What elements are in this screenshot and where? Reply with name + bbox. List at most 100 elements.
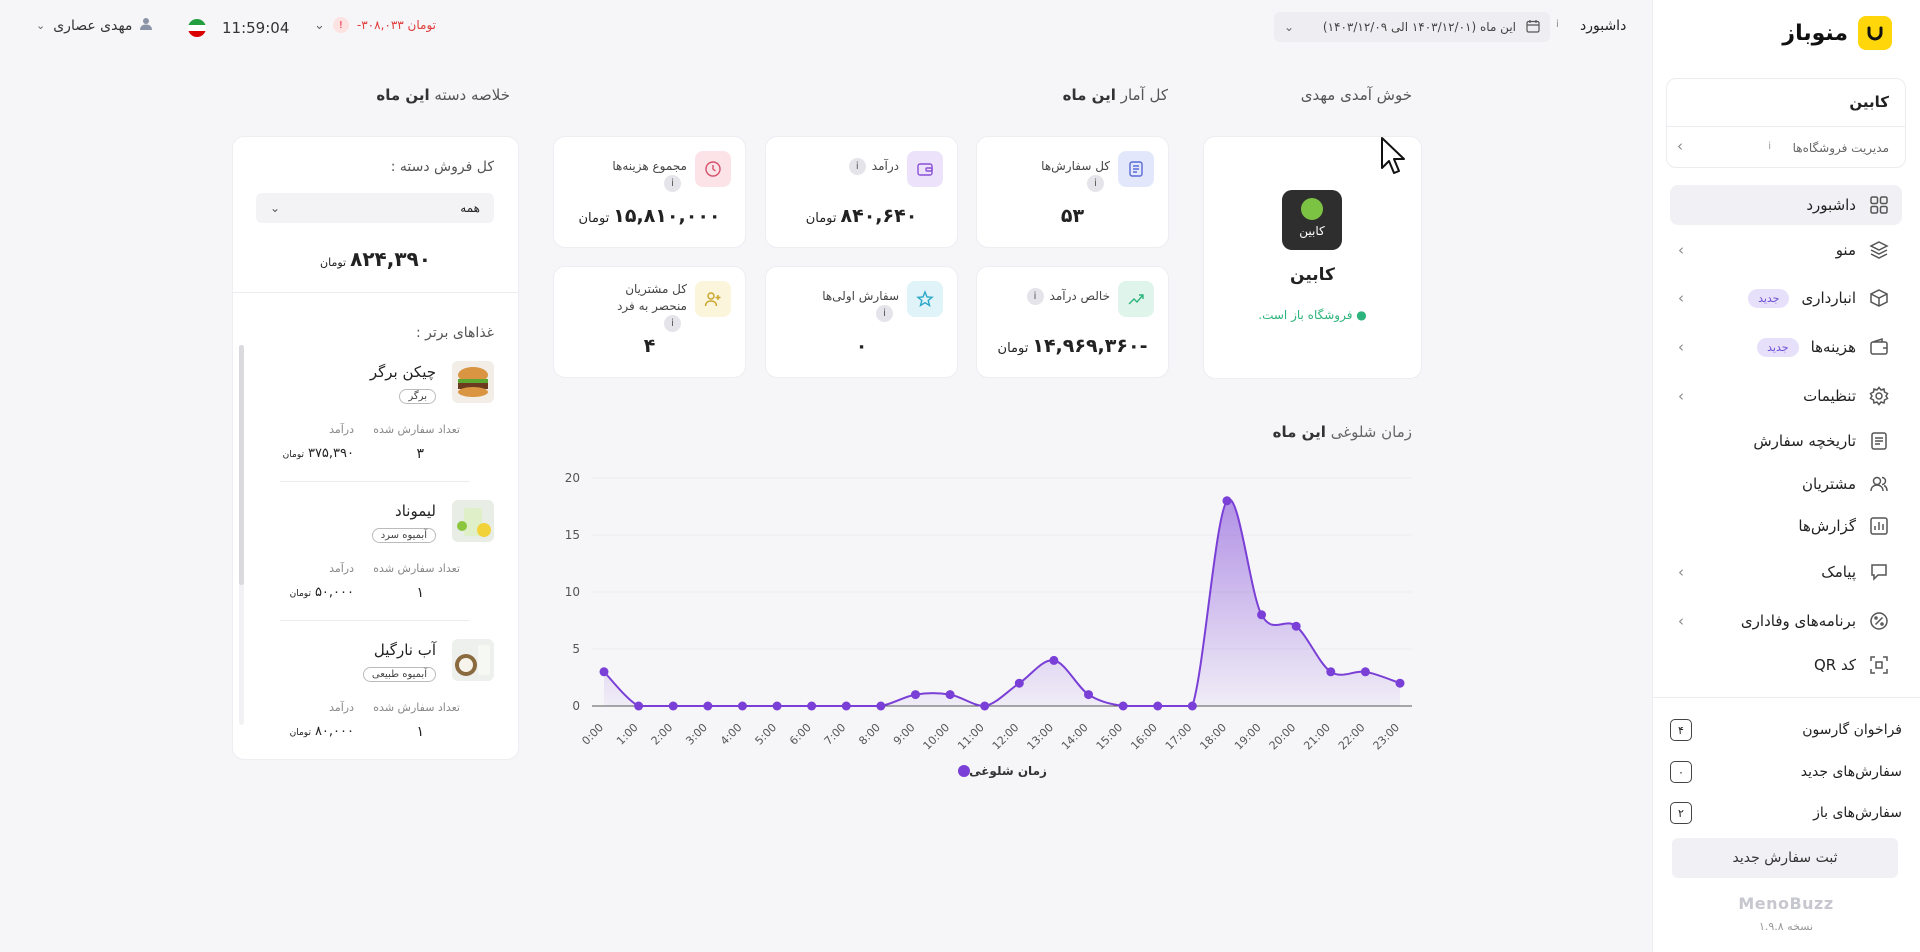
data-point — [807, 701, 817, 711]
revenue-label: درآمد — [329, 701, 354, 714]
sidebar-item-loyalty[interactable]: برنامه‌های وفاداری › — [1670, 601, 1902, 641]
stat-card-net-income: خالص درآمدi -۱۴,۹۶۹,۳۶۰تومان — [976, 266, 1169, 378]
stat-label: کل مشتریان منحصر به فردi — [597, 281, 687, 332]
user-menu[interactable]: ⌄ مهدی عصاری — [36, 17, 153, 34]
sidebar-item-label: تنظیمات — [1803, 387, 1856, 405]
x-tick-label: 10:00 — [921, 721, 953, 753]
food-item[interactable]: چیکن برگر برگر تعداد سفارش شده درآمد ۳ ۳… — [256, 361, 494, 491]
sidebar-item-inventory[interactable]: انبارداری جدید › — [1670, 278, 1902, 318]
user-add-icon — [695, 281, 731, 317]
wallet-icon — [907, 151, 943, 187]
date-range-picker[interactable]: این ماه (۱۴۰۳/۱۲/۰۱ الی ۱۴۰۳/۱۲/۰۹) ⌄ — [1274, 12, 1550, 42]
store-logo: کابین — [1282, 190, 1342, 250]
top-foods-label: غذاهای برتر : — [415, 325, 494, 341]
x-tick-label: 9:00 — [891, 721, 918, 748]
divider — [233, 292, 518, 293]
scrollbar-thumb[interactable] — [239, 345, 244, 585]
chevron-left-icon: › — [1678, 612, 1684, 630]
food-revenue: ۸۰,۰۰۰تومان — [289, 724, 354, 739]
open-orders-label: سفارش‌های باز — [1813, 805, 1902, 821]
chevron-left-icon: › — [1678, 563, 1684, 581]
topbar: ⌄ مهدی عصاری 11:59:04 ⌄ ! -۳۰۸,۰۳۳ تومان… — [0, 0, 1652, 56]
sidebar-item-expenses[interactable]: هزینه‌ها جدید › — [1670, 327, 1902, 367]
revenue-label: درآمد — [329, 423, 354, 436]
data-point — [1014, 678, 1024, 688]
dashboard-icon — [1868, 194, 1890, 216]
brand[interactable]: منوباز — [1782, 14, 1892, 52]
date-range-text: این ماه (۱۴۰۳/۱۲/۰۱ الی ۱۴۰۳/۱۲/۰۹) — [1322, 20, 1516, 34]
new-orders-row[interactable]: سفارش‌های جدید ۰ — [1670, 756, 1902, 788]
chevron-down-icon: ⌄ — [1284, 20, 1295, 34]
open-orders-row[interactable]: سفارش‌های باز ۲ — [1670, 797, 1902, 829]
report-icon — [1868, 515, 1890, 537]
sidebar-item-reports[interactable]: گزارش‌ها — [1670, 506, 1902, 546]
x-tick-label: 2:00 — [649, 721, 676, 748]
stats-heading: کل آمار این ماه — [1000, 86, 1168, 104]
x-tick-label: 17:00 — [1163, 721, 1195, 753]
leaf-icon — [1301, 198, 1323, 220]
y-tick-label: 15 — [565, 528, 580, 542]
stat-card-total-orders: کل سفارش‌هاi ۵۳ — [976, 136, 1169, 248]
food-name: چیکن برگر — [369, 363, 436, 381]
x-tick-label: 16:00 — [1128, 721, 1160, 753]
x-tick-label: 18:00 — [1197, 721, 1229, 753]
new-badge: جدید — [1748, 288, 1790, 308]
category-total-label: کل فروش دسته : — [390, 159, 494, 175]
chevron-left-icon: › — [1678, 289, 1684, 307]
user-name: مهدی عصاری — [53, 17, 133, 34]
info-icon[interactable]: i — [664, 175, 681, 192]
data-point — [1153, 701, 1163, 711]
burger-image — [452, 361, 494, 403]
store-switcher[interactable]: کابین مدیریت فروشگاه‌ها i › — [1666, 78, 1906, 168]
ordered-count: ۱ — [416, 724, 424, 740]
x-tick-label: 12:00 — [990, 721, 1022, 753]
food-item[interactable]: لیموناد آبمیوه سرد تعداد سفارش شده درآمد… — [256, 500, 494, 630]
sidebar-item-order-history[interactable]: تاریخچه سفارش — [1670, 421, 1902, 461]
chevron-left-icon: › — [1678, 387, 1684, 405]
data-point — [1049, 655, 1059, 665]
balance-dropdown[interactable]: ⌄ ! -۳۰۸,۰۳۳ تومان — [314, 17, 436, 33]
info-icon[interactable]: i — [848, 158, 866, 175]
iran-flag-icon — [188, 19, 206, 37]
data-point — [1084, 690, 1094, 700]
busy-hours-chart: 0 5 10 15 20 0:00 1:00 2:00 3:00 4:00 5:00 6:00 7:00… — [565, 471, 1412, 779]
new-order-button[interactable]: ثبت سفارش جدید — [1672, 838, 1898, 878]
chevron-down-icon: ⌄ — [36, 19, 46, 32]
data-point — [910, 690, 920, 700]
stat-label: مجموع هزینه‌هاi — [597, 158, 687, 192]
sidebar-item-menu[interactable]: منو › — [1670, 230, 1902, 270]
data-point — [634, 701, 644, 711]
chevron-left-icon: › — [1678, 241, 1684, 259]
sidebar-item-sms[interactable]: پیامک › — [1670, 552, 1902, 592]
food-revenue: ۳۷۵,۳۹۰تومان — [282, 446, 354, 461]
info-icon[interactable]: i — [876, 305, 893, 322]
qr-icon — [1868, 654, 1890, 676]
info-icon[interactable]: i — [1026, 288, 1044, 305]
growth-icon — [1118, 281, 1154, 317]
sidebar-item-label: تاریخچه سفارش — [1753, 432, 1856, 450]
sidebar-item-customers[interactable]: مشتریان — [1670, 464, 1902, 504]
info-icon[interactable]: i — [664, 315, 681, 332]
mouse-cursor-icon — [1381, 137, 1405, 174]
sidebar-item-label: برنامه‌های وفاداری — [1740, 612, 1856, 630]
divider — [280, 620, 470, 621]
sidebar-item-settings[interactable]: تنظیمات › — [1670, 376, 1902, 416]
sidebar-item-label: مشتریان — [1802, 475, 1856, 493]
data-point — [1326, 667, 1336, 677]
stat-value: ۰ — [855, 335, 868, 357]
category-select-value: همه — [460, 201, 480, 215]
info-icon[interactable]: i — [1087, 175, 1104, 192]
store-manage-link[interactable]: مدیریت فروشگاه‌ها — [1792, 141, 1889, 155]
waiter-call-row[interactable]: فراخوان گارسون ۴ — [1670, 714, 1902, 746]
sidebar-item-dashboard[interactable]: داشبورد — [1670, 185, 1902, 225]
store-logo-text: کابین — [1299, 224, 1325, 238]
document-icon — [1118, 151, 1154, 187]
waiter-call-label: فراخوان گارسون — [1802, 722, 1902, 738]
category-select[interactable]: همه ⌄ — [256, 193, 494, 223]
sidebar-item-qr-code[interactable]: کد QR — [1670, 645, 1902, 685]
chevron-down-icon: ⌄ — [314, 17, 325, 33]
chevron-left-icon: › — [1677, 137, 1683, 155]
food-item[interactable]: آب نارگیل آبمیوه طبیعی تعداد سفارش شده د… — [256, 639, 494, 759]
ordered-count: ۳ — [416, 446, 424, 462]
box-icon — [1868, 287, 1890, 309]
